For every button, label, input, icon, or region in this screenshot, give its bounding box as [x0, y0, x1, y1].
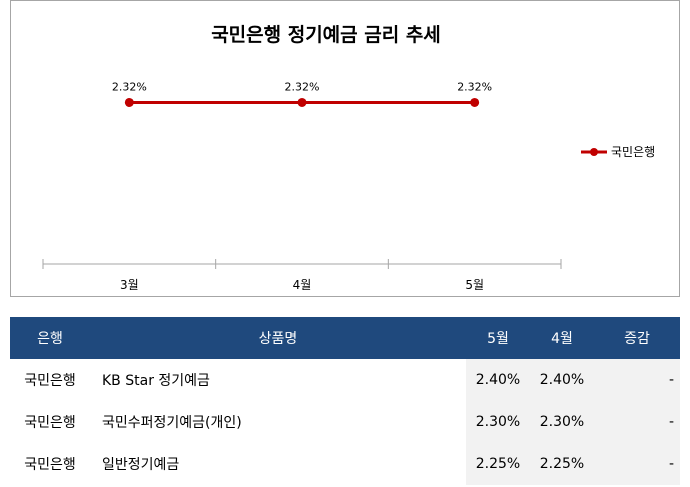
table-row: 국민은행 국민수퍼정기예금(개인) 2.30% 2.30% - [10, 401, 680, 443]
data-point [124, 97, 134, 107]
x-tick-label: 5월 [465, 278, 484, 292]
cell-may-rate: 2.25% [466, 443, 530, 485]
cell-april-rate: 2.40% [530, 359, 594, 401]
cell-product: 일반정기예금 [102, 457, 180, 473]
cell-bank: 국민은행 [24, 373, 76, 389]
table-header-row: 은행 상품명 5월 4월 증감 [10, 317, 680, 359]
chart-title: 국민은행 정기예금 금리 추세 [211, 24, 441, 46]
rate-table: 은행 상품명 5월 4월 증감 국민은행 KB Star 정기예금 2.40% … [10, 317, 680, 485]
header-change: 증감 [624, 331, 650, 347]
cell-product: KB Star 정기예금 [102, 373, 210, 389]
line-chart: 국민은행 정기예금 금리 추세 3월 4월 5월 2.32% 2.32% 2.32% 국… [42, 24, 655, 292]
legend-swatch-marker [590, 148, 598, 156]
x-tick-label: 3월 [120, 278, 139, 292]
cell-may-rate: 2.30% [466, 401, 530, 443]
data-label: 2.32% [285, 80, 320, 93]
data-point [470, 97, 480, 107]
table-row: 국민은행 일반정기예금 2.25% 2.25% - [10, 443, 680, 485]
x-axis: 3월 4월 5월 [42, 259, 562, 292]
table-row: 국민은행 KB Star 정기예금 2.40% 2.40% - [10, 359, 680, 401]
data-label: 2.32% [457, 80, 492, 93]
header-bank: 은행 [37, 331, 63, 347]
series-layer: 2.32% 2.32% 2.32% [112, 80, 492, 107]
cell-change: - [594, 359, 680, 401]
data-label: 2.32% [112, 80, 147, 93]
cell-april-rate: 2.30% [530, 401, 594, 443]
cell-bank: 국민은행 [24, 457, 76, 473]
cell-change: - [594, 443, 680, 485]
cell-product: 국민수퍼정기예금(개인) [102, 415, 242, 431]
cell-april-rate: 2.25% [530, 443, 594, 485]
cell-bank: 국민은행 [24, 415, 76, 431]
header-may: 5월 [487, 331, 509, 347]
data-point [297, 97, 307, 107]
cell-change: - [594, 401, 680, 443]
cell-may-rate: 2.40% [466, 359, 530, 401]
x-tick-label: 4월 [293, 278, 312, 292]
chart-panel: 국민은행 정기예금 금리 추세 3월 4월 5월 2.32% 2.32% 2.32% 국… [10, 0, 680, 297]
legend-label: 국민은행 [611, 144, 655, 159]
legend: 국민은행 [581, 144, 655, 159]
header-product: 상품명 [258, 331, 298, 347]
header-april: 4월 [551, 331, 573, 347]
